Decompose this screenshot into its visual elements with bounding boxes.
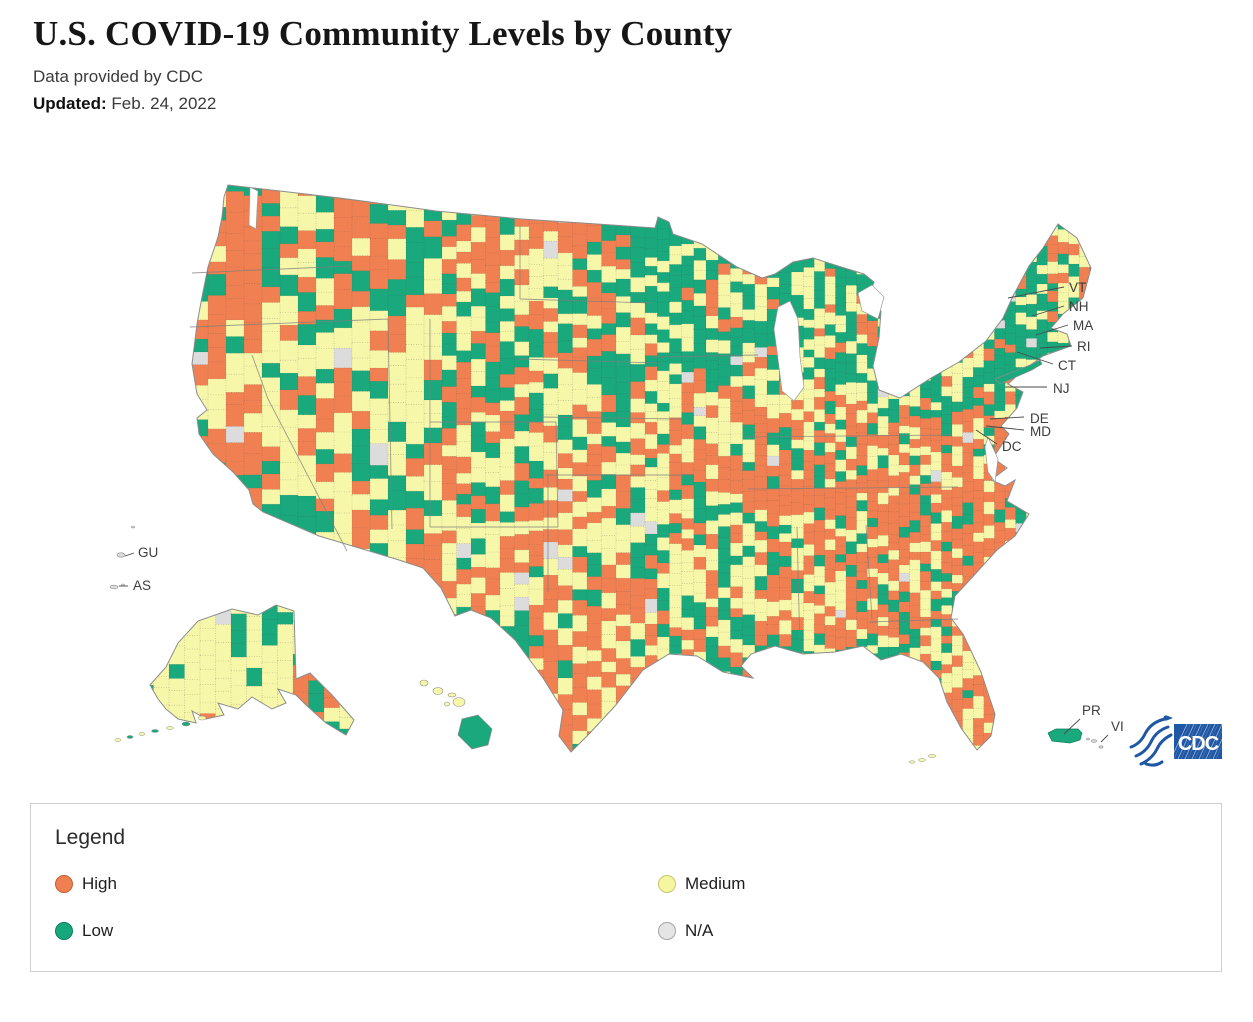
legend-label-low: Low <box>82 921 114 941</box>
legend-item-na: N/A <box>658 921 1197 941</box>
state-label-ct: CT <box>1058 358 1076 373</box>
aleutian-island <box>126 735 134 739</box>
legend-label-high: High <box>82 874 117 894</box>
medium-swatch <box>658 875 676 894</box>
state-borders <box>189 225 959 654</box>
leader-line-nh <box>1031 305 1065 317</box>
legend-item-high: High <box>55 874 658 894</box>
legend-label-na: N/A <box>685 921 714 941</box>
alaska-outline <box>149 604 355 736</box>
aleutian-island <box>181 722 191 727</box>
great-lake <box>984 436 999 484</box>
hawaii-islands <box>419 679 493 750</box>
header: U.S. COVID-19 Community Levels by County… <box>0 0 1253 114</box>
guam-speck <box>131 525 135 529</box>
puerto-rico-shape <box>1047 728 1083 744</box>
american-samoa-speck <box>109 585 119 590</box>
leader-line-pr <box>1063 718 1081 735</box>
state-label-ma: MA <box>1073 318 1093 333</box>
great-lake <box>248 186 259 230</box>
florida-key <box>927 754 937 758</box>
virgin-islands-speck <box>1086 737 1090 741</box>
legend-grid: High Medium Low N/A <box>55 874 1197 941</box>
legend-title: Legend <box>55 826 126 850</box>
high-swatch <box>55 875 73 894</box>
aleutian-island <box>166 726 174 730</box>
leader-line-ma <box>1035 324 1069 336</box>
leader-line-gu <box>124 552 135 557</box>
updated-date: Feb. 24, 2022 <box>106 94 217 114</box>
low-swatch <box>55 922 73 941</box>
aleutian-island <box>114 738 122 742</box>
state-label-vt: VT <box>1069 280 1086 295</box>
county-mosaic <box>150 605 354 736</box>
long-island <box>994 359 1043 385</box>
legend: Legend High Medium Low N/A <box>30 803 1222 973</box>
legend-item-medium: Medium <box>658 874 1197 894</box>
leader-line-ri <box>1039 345 1073 349</box>
aleutian-island <box>197 716 207 721</box>
data-source-note: Data provided by CDC <box>33 67 204 87</box>
florida-key <box>918 758 926 762</box>
state-label-md: MD <box>1030 424 1051 439</box>
leader-line-md <box>985 425 1025 431</box>
state-label-pr: PR <box>1082 703 1101 718</box>
state-label-as: AS <box>133 578 151 593</box>
state-label-nj: NJ <box>1053 381 1070 396</box>
legend-item-low: Low <box>55 921 658 941</box>
aleutian-island <box>151 729 159 733</box>
leader-line-vt <box>1007 286 1065 299</box>
florida-key <box>908 760 916 764</box>
na-swatch <box>658 922 676 941</box>
state-label-de: DE <box>1030 411 1049 426</box>
great-lake <box>773 300 805 402</box>
leader-line-dc <box>975 429 998 445</box>
leader-line-de <box>989 416 1025 420</box>
leader-line-vi <box>1100 734 1109 743</box>
map-container[interactable]: VT NH MA RI CT NJ DE MD DC GU AS PR VI CDC <box>0 162 1253 782</box>
state-label-ri: RI <box>1077 339 1091 354</box>
state-label-vi: VI <box>1111 719 1124 734</box>
virgin-islands-speck <box>1091 739 1097 743</box>
updated-note: Updated: Feb. 24, 2022 <box>33 94 1253 114</box>
updated-label: Updated: <box>33 94 107 114</box>
state-label-gu: GU <box>138 545 158 560</box>
cdc-logo: CDC <box>1174 724 1222 760</box>
hhs-eagle-icon <box>1129 715 1173 767</box>
state-label-dc: DC <box>1002 439 1022 454</box>
great-lake <box>857 284 885 320</box>
virgin-islands-speck <box>1098 745 1104 749</box>
page-title: U.S. COVID-19 Community Levels by County <box>33 14 733 53</box>
leader-line-ct <box>1016 351 1054 365</box>
guam-speck <box>116 552 126 558</box>
legend-label-medium: Medium <box>685 874 746 894</box>
page: U.S. COVID-19 Community Levels by County… <box>0 0 1253 973</box>
cdc-logo-text: CDC <box>1178 733 1219 755</box>
aleutian-island <box>138 732 146 736</box>
state-label-nh: NH <box>1069 299 1089 314</box>
